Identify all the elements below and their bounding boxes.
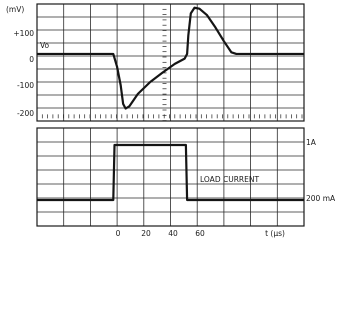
right-tick-label-200ma: 200 mA (306, 194, 336, 203)
y-tick-label-0: 0 (29, 55, 34, 64)
x-tick-label-0: 0 (116, 229, 121, 238)
top-panel-frame (36, 3, 305, 122)
load-current-trace (37, 143, 304, 202)
vo-trace (37, 6, 304, 110)
traces (37, 6, 304, 202)
bottom-panel-frame (36, 127, 305, 227)
voltage-grid (36, 3, 305, 122)
y-tick-label-minus100: -100 (17, 81, 34, 90)
load-current-annotation: LOAD CURRENT (200, 175, 259, 184)
x-tick-label-40: 40 (168, 229, 178, 238)
right-tick-label-1a: 1A (306, 138, 317, 147)
x-tick-label-20: 20 (141, 229, 151, 238)
y-axis-unit-label: (mV) (6, 5, 24, 14)
current-grid (36, 127, 305, 227)
series-label-vo: Vo (40, 41, 50, 50)
y-tick-label-plus100: +100 (13, 29, 34, 38)
y-tick-label-minus200: -200 (17, 109, 34, 118)
x-tick-label-60: 60 (195, 229, 205, 238)
x-axis-label: t (µs) (265, 229, 285, 238)
